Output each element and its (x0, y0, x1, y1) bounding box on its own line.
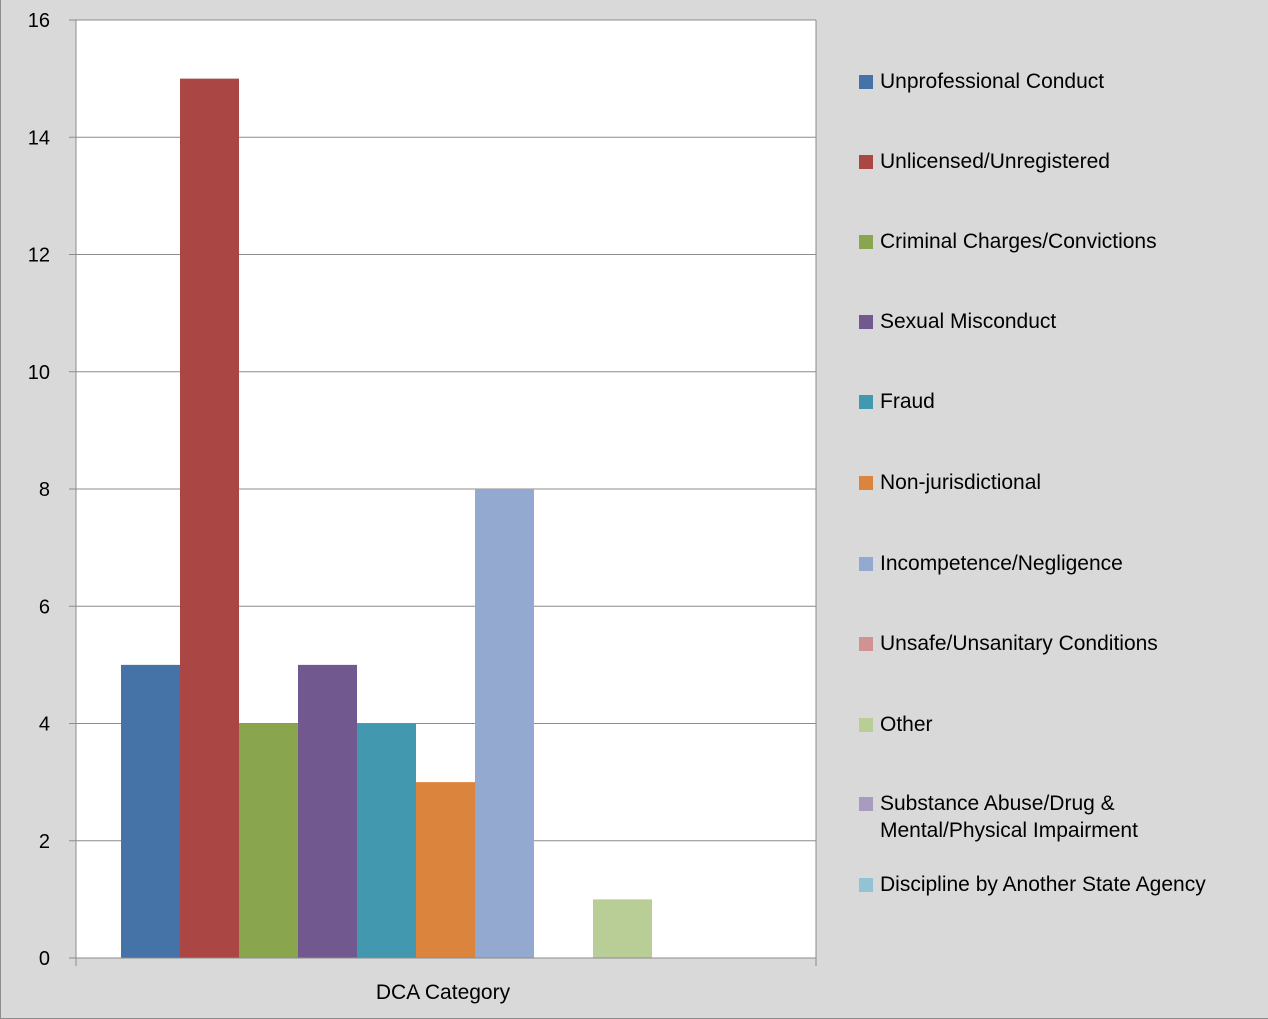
legend-label: Fraud (880, 390, 935, 413)
legend-swatch (859, 315, 873, 329)
legend-label: Incompetence/Negligence (880, 552, 1123, 575)
y-tick-label: 8 (39, 479, 50, 501)
legend-item: Sexual Misconduct (859, 308, 1264, 335)
legend-item: Unlicensed/Unregistered (859, 148, 1264, 175)
y-tick-label: 2 (39, 831, 50, 853)
legend-swatch (859, 797, 873, 811)
legend-item: Incompetence/Negligence (859, 550, 1264, 577)
legend-item: Unprofessional Conduct (859, 68, 1264, 95)
bar (593, 899, 652, 958)
legend-item: Fraud (859, 388, 1264, 415)
legend-item: Discipline by Another State Agency (859, 871, 1264, 898)
bar (357, 723, 416, 958)
legend-label: Unlicensed/Unregistered (880, 150, 1110, 173)
legend-swatch (859, 395, 873, 409)
y-tick-label: 6 (39, 596, 50, 618)
legend-swatch (859, 718, 873, 732)
y-tick-label: 4 (39, 714, 50, 736)
legend-item: Other (859, 711, 1264, 738)
bar (121, 664, 180, 958)
legend-swatch (859, 75, 873, 89)
legend-label: Substance Abuse/Drug & Mental/Physical I… (880, 792, 1138, 842)
legend-swatch (859, 557, 873, 571)
x-category-label: DCA Category (376, 981, 511, 1004)
legend-swatch (859, 476, 873, 490)
bar (298, 664, 357, 958)
bar (416, 782, 475, 958)
y-tick-label: 10 (28, 362, 50, 384)
bar (475, 489, 534, 958)
legend-item: Criminal Charges/Convictions (859, 228, 1264, 255)
y-tick-label: 12 (28, 245, 50, 267)
legend-swatch (859, 235, 873, 249)
y-tick-label: 14 (28, 127, 50, 149)
legend-label: Unsafe/Unsanitary Conditions (880, 632, 1158, 655)
legend-swatch (859, 637, 873, 651)
legend-label: Criminal Charges/Convictions (880, 230, 1157, 253)
y-tick-label: 16 (28, 10, 50, 32)
legend-swatch (859, 155, 873, 169)
legend-label: Other (880, 713, 933, 736)
legend-item: Non-jurisdictional (859, 469, 1264, 496)
legend-label: Sexual Misconduct (880, 310, 1057, 333)
legend-item: Unsafe/Unsanitary Conditions (859, 630, 1264, 657)
legend-swatch (859, 878, 873, 892)
legend-label: Unprofessional Conduct (880, 70, 1105, 93)
legend-label: Non-jurisdictional (880, 471, 1042, 494)
y-tick-label: 0 (39, 948, 50, 970)
legend-label: Discipline by Another State Agency (880, 873, 1206, 896)
bar (239, 723, 298, 958)
bar (180, 78, 239, 958)
legend-item: Substance Abuse/Drug & Mental/Physical I… (859, 790, 1264, 844)
